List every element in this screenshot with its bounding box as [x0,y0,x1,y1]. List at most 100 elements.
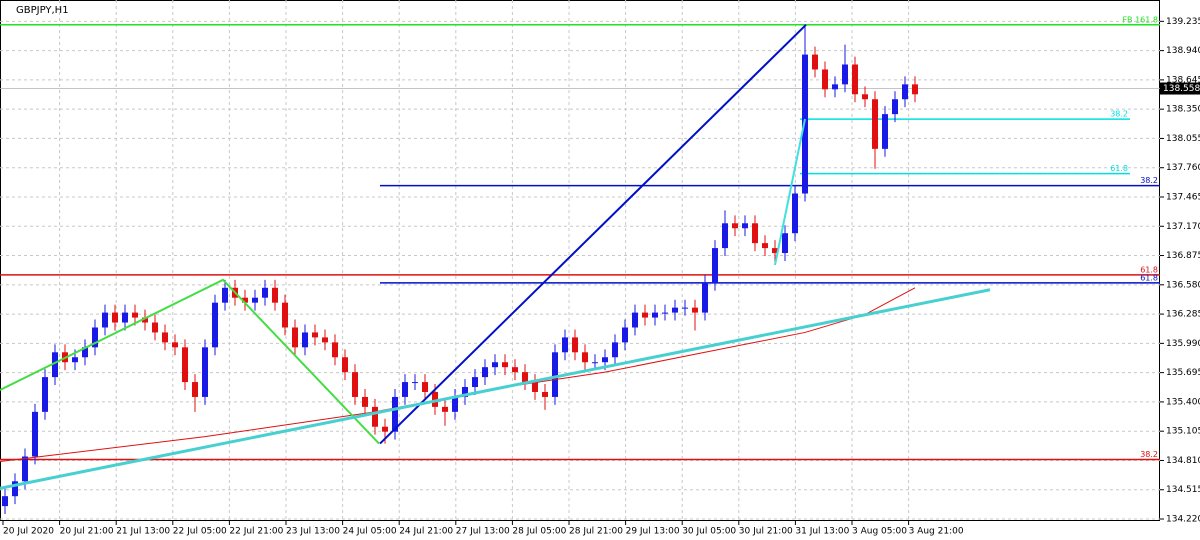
candle-body [722,223,728,249]
current-price-box [1160,82,1200,95]
candle-body [632,312,638,328]
candle-body [402,382,408,397]
candle-body [702,282,708,313]
candle-body [582,352,588,363]
current-price-label: 138.558 [1163,84,1200,94]
y-tick-label: 137.760 [1166,163,1200,173]
candle-body [812,54,818,70]
candle-body [872,99,878,149]
y-tick-label: 137.465 [1166,192,1200,202]
candle-body [902,84,908,100]
candle-body [222,287,228,303]
candle-body [412,382,418,384]
candle-body [22,456,28,482]
candle-body [572,337,578,353]
candle-body [332,342,338,358]
candle-body [832,84,838,90]
candle-body [42,377,48,412]
candle-body [772,248,778,254]
y-tick-label: 135.695 [1166,368,1200,378]
y-tick-label: 138.645 [1166,75,1200,85]
fib-level-label: 61.8 [1140,273,1158,282]
y-tick-label: 137.170 [1166,222,1200,232]
candle-body [852,64,858,95]
candle-body [752,223,758,244]
candle-body [782,233,788,254]
x-tick-label: 30 Jul 21:00 [739,527,793,537]
x-tick-label: 21 Jul 13:00 [116,527,170,537]
y-tick-label: 136.580 [1166,280,1200,290]
candle-body [362,396,368,407]
y-tick-label: 135.105 [1166,427,1200,437]
candle-body [472,377,478,388]
candle-body [822,69,828,90]
x-tick-label: 22 Jul 21:00 [229,527,283,537]
candle-body [392,396,398,432]
candle-body [912,84,918,95]
candle-body [192,382,198,397]
candle-body [242,297,248,303]
candle-body [622,327,628,343]
candle-body [592,362,598,364]
candle-body [82,347,88,358]
x-tick-label: 27 Jul 13:00 [456,527,510,537]
x-tick-label: 3 Aug 05:00 [852,527,907,537]
y-tick-label: 136.875 [1166,251,1200,261]
y-tick-label: 134.220 [1166,515,1200,525]
candle-body [312,332,318,338]
x-tick-label: 28 Jul 05:00 [512,527,566,537]
candle-body [482,367,488,378]
trendline [379,24,807,445]
candle-body [612,342,618,358]
candle-body [252,297,258,303]
candle-body [2,496,8,507]
candle-body [12,481,18,497]
candle-body [422,382,428,392]
candle-body [742,223,748,229]
y-tick-label: 135.990 [1166,339,1200,349]
candle-body [302,332,308,348]
candle-body [112,312,118,323]
fib-level-label: 61.8 [1140,265,1158,274]
candle-body [432,391,438,407]
y-tick-label: 138.350 [1166,105,1200,115]
candle-body [122,312,128,323]
x-tick-label: 20 Jul 2020 [3,527,54,537]
y-tick-label: 134.515 [1166,485,1200,495]
trendline [0,278,380,445]
chart-title: GBPJPY,H1 [16,5,69,16]
candle-body [142,317,148,323]
candle-body [292,327,298,348]
candle-body [342,357,348,373]
candle-body [272,287,278,303]
candle-body [372,406,378,427]
candle-body [92,327,98,348]
candle-body [202,347,208,397]
fib-level-label: 38.2 [1140,450,1158,459]
x-tick-label: 20 Jul 21:00 [60,527,114,537]
candle-body [132,312,138,318]
x-tick-label: 23 Jul 13:00 [286,527,340,537]
candle-body [32,411,38,457]
fib-level-label: 38.2 [1110,110,1128,119]
candle-body [162,332,168,343]
candle-body [182,347,188,383]
x-tick-label: 28 Jul 21:00 [569,527,623,537]
y-tick-label: 138.940 [1166,46,1200,56]
x-tick-label: 24 Jul 05:00 [343,527,397,537]
x-tick-label: 22 Jul 05:00 [173,527,227,537]
candle-body [382,426,388,432]
candle-body [442,406,448,412]
candle-body [152,322,158,333]
trendline [0,288,991,490]
plot-frame [0,0,1160,521]
x-tick-label: 31 Jul 13:00 [795,527,849,537]
candle-body [352,372,358,397]
candle-body [562,337,568,353]
y-tick-label: 139.235 [1166,17,1200,27]
fib-level-label: 61.8 [1110,164,1128,173]
candle-body [262,287,268,298]
candle-body [72,357,78,363]
